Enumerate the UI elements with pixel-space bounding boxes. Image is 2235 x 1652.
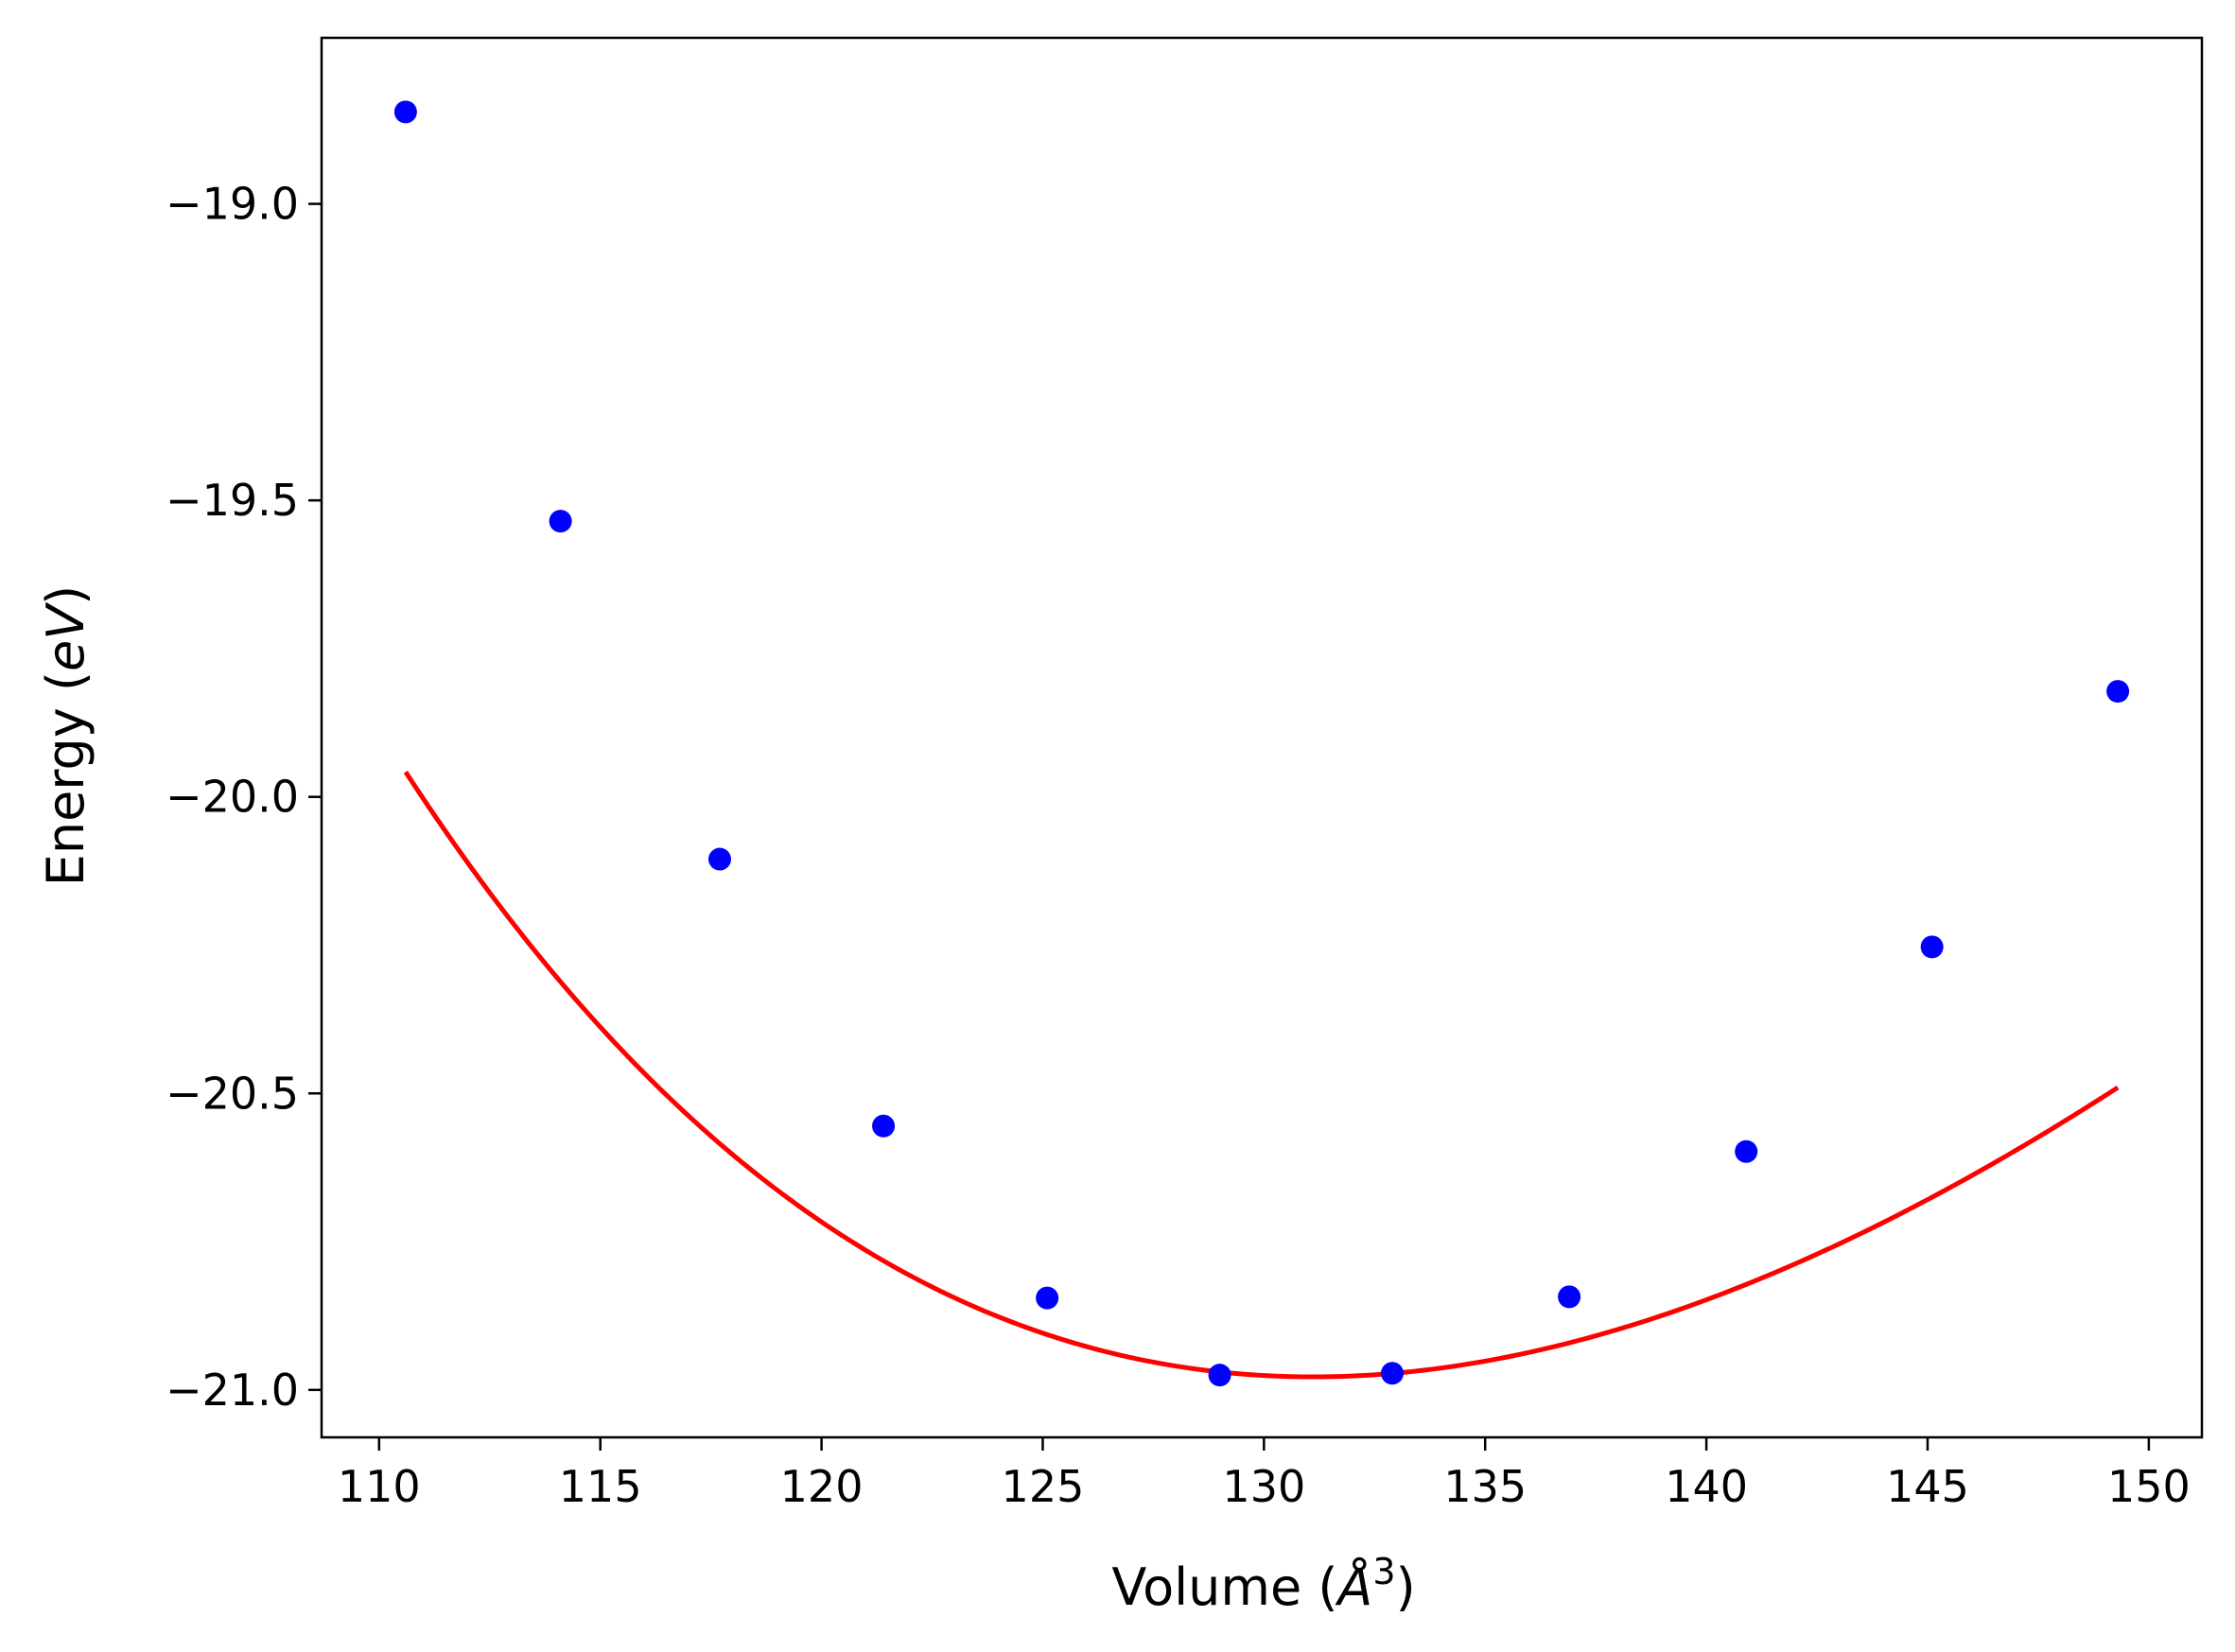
data-point <box>393 100 417 124</box>
x-tick-label: 130 <box>1222 1461 1305 1512</box>
x-tick-label: 135 <box>1443 1461 1527 1512</box>
data-point <box>1920 935 1944 959</box>
axes-frame <box>320 36 2204 1439</box>
x-tick-label: 110 <box>338 1461 421 1512</box>
fit-curve <box>403 770 2120 1380</box>
data-point <box>2106 680 2130 704</box>
y-axis-label: Energy (eV) <box>36 585 96 887</box>
data-point <box>549 510 572 533</box>
y-axis: −19.0 −19.5 −20.0 −20.5 −21.0 <box>166 179 322 1416</box>
data-point <box>1036 1286 1059 1310</box>
data-point <box>1735 1139 1758 1163</box>
x-tick-label: 150 <box>2107 1461 2191 1512</box>
y-tick-label: −20.5 <box>166 1068 299 1119</box>
data-point <box>1558 1285 1581 1309</box>
x-tick-label: 145 <box>1886 1461 1969 1512</box>
data-point <box>1208 1364 1231 1387</box>
plot-area <box>393 100 2130 1387</box>
x-tick-label: 140 <box>1665 1461 1748 1512</box>
x-tick-label: 125 <box>1002 1461 1085 1512</box>
data-point <box>872 1114 896 1138</box>
data-points <box>393 100 2130 1387</box>
y-tick-label: −19.5 <box>166 475 299 526</box>
y-tick-label: −20.0 <box>166 772 299 823</box>
x-axis-label: Volume (Å3) <box>1111 1551 1415 1617</box>
data-point <box>707 847 731 871</box>
y-tick-label: −21.0 <box>166 1365 299 1416</box>
y-tick-label: −19.0 <box>166 179 299 230</box>
x-tick-label: 115 <box>559 1461 642 1512</box>
data-point <box>1380 1362 1404 1385</box>
x-axis: 110 115 120 125 130 135 140 145 150 <box>338 1437 2191 1512</box>
x-tick-label: 120 <box>780 1461 864 1512</box>
